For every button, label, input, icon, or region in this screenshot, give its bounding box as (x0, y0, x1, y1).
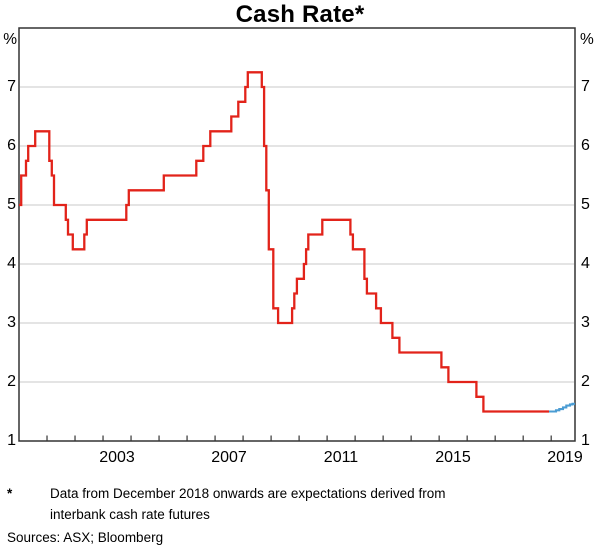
y-axis-label-right-5: 5 (581, 196, 590, 213)
y-axis-label-right-7: 7 (581, 78, 590, 95)
y-axis-label-right-6: 6 (581, 137, 590, 154)
y-axis-label-left-1: 1 (7, 432, 16, 449)
footnote-line-2: interbank cash rate futures (50, 507, 210, 522)
x-axis-label-2011: 2011 (323, 449, 359, 466)
y-axis-label-left-5: 5 (7, 196, 16, 213)
cash-rate-actual-line (19, 71, 549, 413)
footnote-line-1: Data from December 2018 onwards are expe… (50, 486, 446, 501)
cash-rate-expectations-line (549, 402, 575, 413)
plot-frame (18, 27, 576, 442)
y-axis-label-left-3: 3 (7, 314, 16, 331)
y-axis-unit-left: % (3, 31, 17, 48)
y-axis-label-left-6: 6 (7, 137, 16, 154)
x-axis-label-2007: 2007 (211, 449, 247, 466)
y-axis-label-right-2: 2 (581, 373, 590, 390)
x-axis-ticks (46, 435, 552, 441)
x-axis-label-2003: 2003 (99, 449, 135, 466)
x-axis-label-2019: 2019 (547, 449, 583, 466)
y-axis-unit-right: % (580, 31, 594, 48)
gridlines (20, 86, 574, 383)
sources-note: Sources: ASX; Bloomberg (7, 530, 164, 545)
y-axis-label-left-7: 7 (7, 78, 16, 95)
y-axis-label-right-1: 1 (581, 432, 590, 449)
y-axis-label-right-3: 3 (581, 314, 590, 331)
footnote-marker: * (7, 486, 13, 501)
y-axis-label-right-4: 4 (581, 255, 590, 272)
x-axis-label-2015: 2015 (435, 449, 471, 466)
y-axis-label-left-2: 2 (7, 373, 16, 390)
chart-title: Cash Rate* (235, 1, 365, 28)
y-axis-label-left-4: 4 (7, 255, 16, 272)
